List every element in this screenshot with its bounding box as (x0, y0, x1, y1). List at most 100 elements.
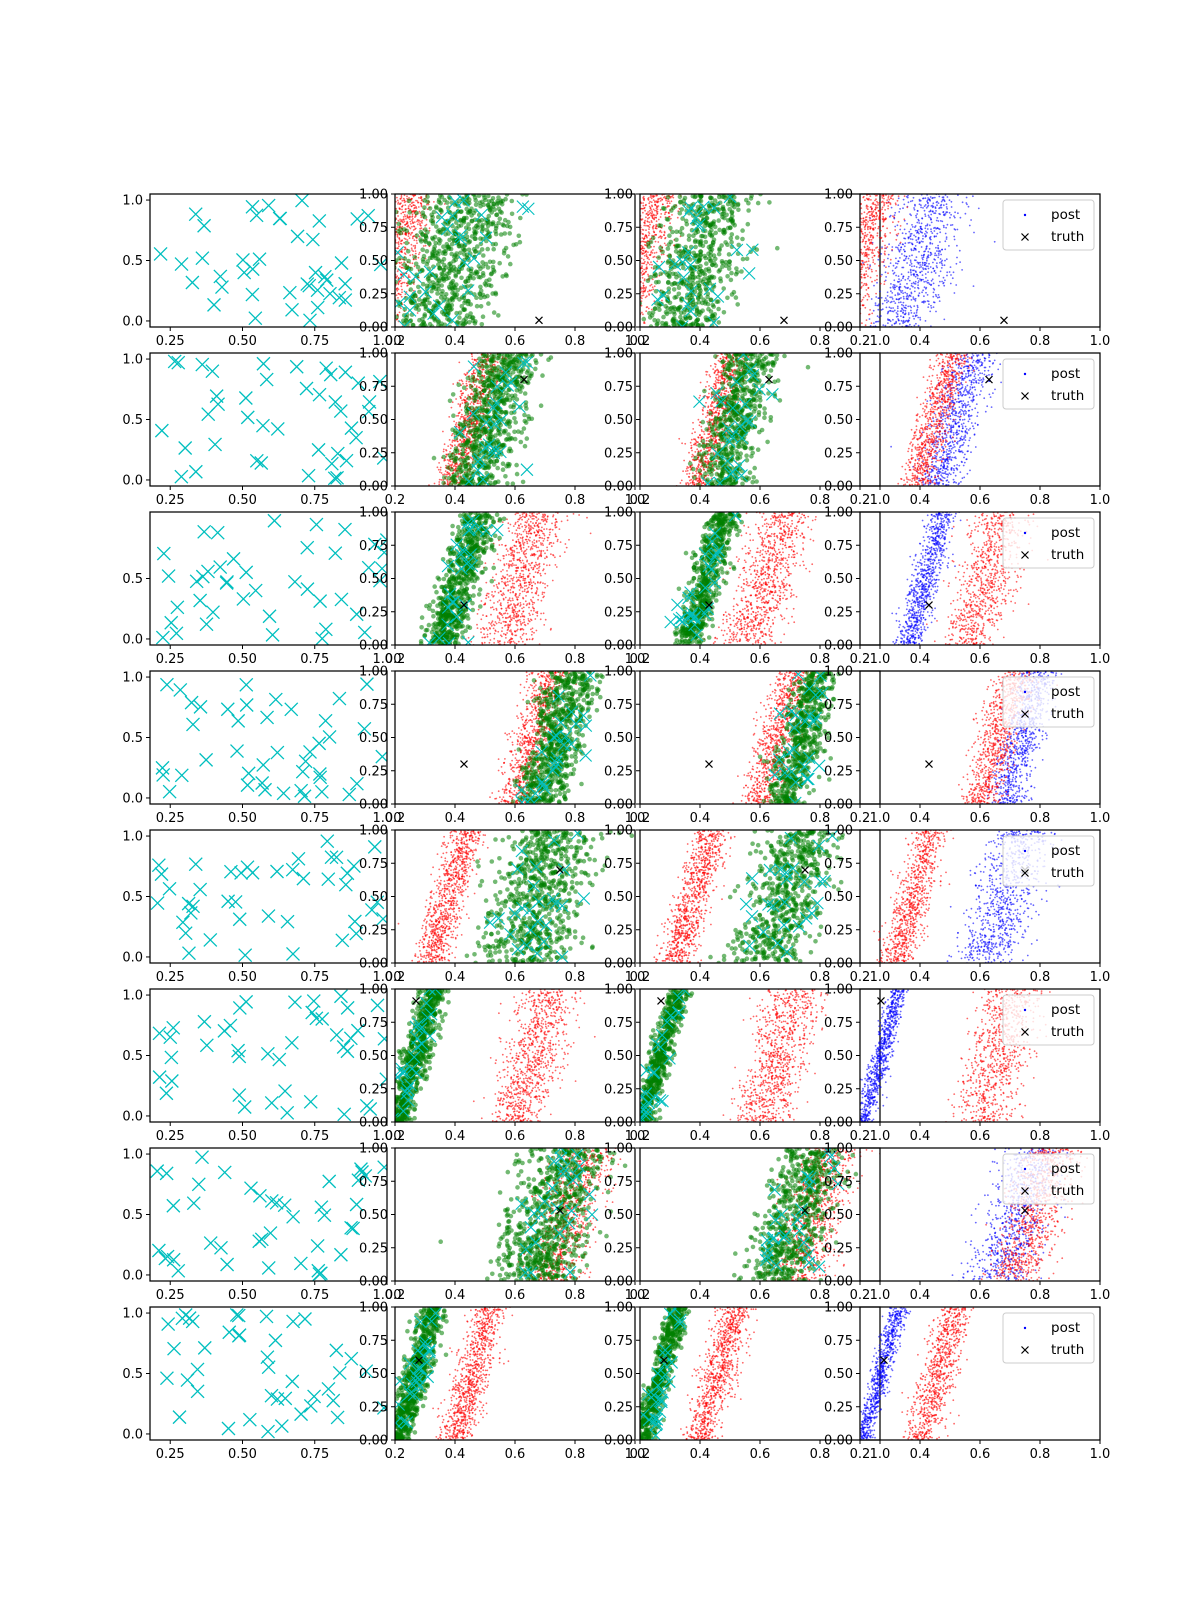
row-1-post-ytick-label: 0.25 (824, 287, 853, 302)
row-1-red-point (380, 276, 382, 278)
row-1-post-point (932, 295, 935, 298)
row-1-post-point (895, 266, 898, 268)
row-1-green-point (504, 194, 510, 197)
row-1-red-point (392, 218, 394, 220)
row-1-green-point (486, 194, 491, 199)
row-1-red-point (406, 216, 409, 219)
row-1-red-point (821, 293, 823, 295)
row-1-red-point (416, 223, 419, 226)
row-1-red-point (656, 206, 658, 209)
row-1-green-point (697, 291, 703, 296)
row-1-red-point (638, 240, 640, 242)
row-1-red-point (411, 213, 414, 216)
row-1-red-point (654, 200, 656, 203)
row-1-red-point (854, 257, 856, 259)
row-1-green-point (390, 282, 395, 287)
row-1-green-point (767, 200, 772, 205)
row-1-green-point (434, 204, 439, 209)
row-1-red-point (372, 316, 374, 318)
row-1-red-point (870, 199, 872, 201)
row-1-red-point (410, 205, 413, 208)
row-1-red-point (645, 310, 648, 313)
row-1-green-point (697, 256, 703, 261)
row-1-post-point (955, 284, 958, 286)
row-1-post-point (917, 316, 920, 319)
row-1-red-point (903, 218, 906, 221)
row-1-post-point (950, 200, 953, 203)
row-1-red-point (384, 243, 386, 245)
row-1-red-point (854, 277, 856, 279)
row-1-green-point (728, 277, 734, 283)
row-1-post-point (907, 319, 910, 321)
row-1-green-point (712, 198, 718, 203)
row-1-post-point (878, 316, 881, 319)
row-2-prior-point (362, 395, 377, 409)
row-1-red-point (864, 276, 867, 279)
row-1-red-point (648, 232, 651, 235)
row-1-red-point (382, 209, 384, 211)
row-1-green-point (491, 259, 496, 265)
row-2-prior-point (311, 442, 326, 457)
row-1-post-point (927, 271, 929, 273)
row-1-red-point (884, 235, 887, 238)
row-1-red-point (864, 221, 867, 224)
row-1-red-point (650, 197, 653, 200)
row-1-red-point (413, 239, 416, 242)
row-1-red-point (384, 308, 386, 310)
row-1-red-point (645, 224, 647, 227)
row-1-green-point (478, 203, 483, 209)
row-1-red-point (636, 316, 638, 318)
row-1-red-point (856, 264, 858, 266)
row-1-green-point (447, 305, 453, 311)
row-1-green-point (746, 208, 751, 213)
row-1-green-point (476, 274, 482, 280)
row-1-post-point (885, 299, 888, 301)
row-1-red-point (846, 275, 848, 277)
row-1-red-point (884, 247, 886, 250)
row-1-green-point (432, 244, 438, 250)
row-1-post-point (903, 245, 906, 248)
row-1-red-point (632, 283, 634, 285)
row-1-post-point (914, 287, 916, 289)
row-1-model2-ytick-label: 0.25 (604, 287, 633, 302)
row-1-red-point (869, 228, 872, 230)
row-1-green-point (485, 217, 490, 222)
row-1-post-point (919, 271, 922, 273)
row-1-red-point (412, 245, 415, 247)
row-1-post-point (956, 244, 958, 247)
row-1-red-point (417, 206, 420, 208)
row-1-post-point (937, 256, 940, 259)
row-1-red-point (616, 239, 618, 241)
row-1-red-point (664, 236, 667, 239)
row-1-red-point (395, 294, 398, 297)
row-1-red-point (871, 211, 874, 214)
row-1-red-point (360, 280, 362, 282)
row-1-green-point (720, 264, 725, 269)
row-1-red-point (643, 322, 645, 324)
row-1-prior-point (174, 257, 189, 272)
row-1-post-point (899, 283, 902, 286)
row-1-red-point (393, 245, 395, 247)
row-1-post-point (898, 250, 901, 253)
row-1-post-point (929, 241, 932, 244)
row-1-green-point (662, 206, 667, 211)
row-1-green-point (465, 195, 470, 200)
row-1-green-point (684, 222, 690, 227)
row-1-post-point (939, 220, 942, 222)
row-1-post-point (961, 201, 964, 204)
row-1-prior-point (285, 302, 299, 317)
row-1-red-point (622, 314, 624, 316)
row-1-red-point (398, 207, 401, 210)
row-1-red-point (855, 287, 857, 289)
row-1-red-point (391, 238, 393, 240)
row-1-red-point (642, 258, 645, 261)
row-1-green-point (401, 227, 407, 232)
row-1-red-point (384, 308, 386, 310)
row-1-red-point (373, 247, 375, 249)
row-1-red-point (418, 221, 420, 223)
row-1-red-point (887, 201, 890, 204)
row-1-red-point (830, 311, 832, 313)
row-1-post-point (925, 276, 927, 279)
row-1-post-point (949, 266, 952, 268)
row-1-red-point (636, 235, 638, 237)
